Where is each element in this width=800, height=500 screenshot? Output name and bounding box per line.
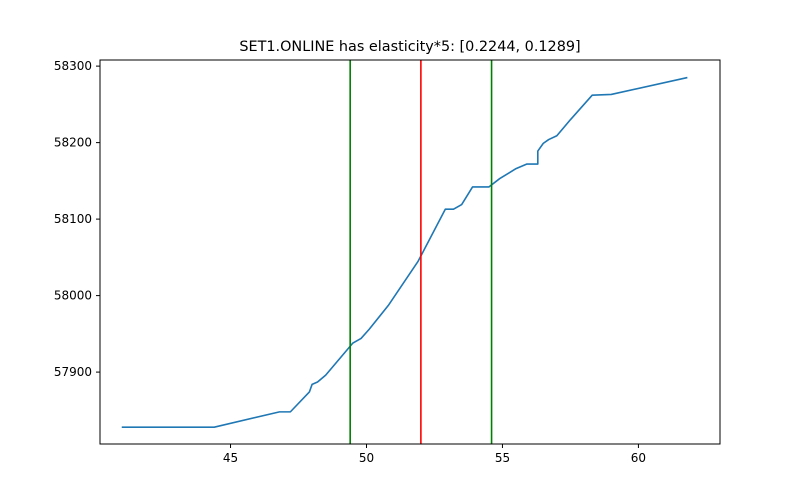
- plot-area: [121, 60, 688, 444]
- x-tick-label-45: 45: [223, 451, 238, 465]
- y-tick-label-57900: 57900: [54, 365, 92, 379]
- axes-frame: [99, 59, 721, 445]
- x-tick-label-50: 50: [359, 451, 374, 465]
- x-tick-label-55: 55: [495, 451, 510, 465]
- chart-title: SET1.ONLINE has elasticity*5: [0.2244, 0…: [239, 39, 580, 55]
- series-line-0: [121, 76, 688, 428]
- axes: 45 50 55 60 57900 58000 58100 58200 58300: [54, 59, 721, 465]
- y-tick-label-58300: 58300: [54, 59, 92, 73]
- x-tick-label-60: 60: [631, 451, 646, 465]
- y-tick-label-58000: 58000: [54, 289, 92, 303]
- y-tick-label-58200: 58200: [54, 136, 92, 150]
- plot-clip-group: [121, 60, 688, 444]
- y-tick-label-58100: 58100: [54, 212, 92, 226]
